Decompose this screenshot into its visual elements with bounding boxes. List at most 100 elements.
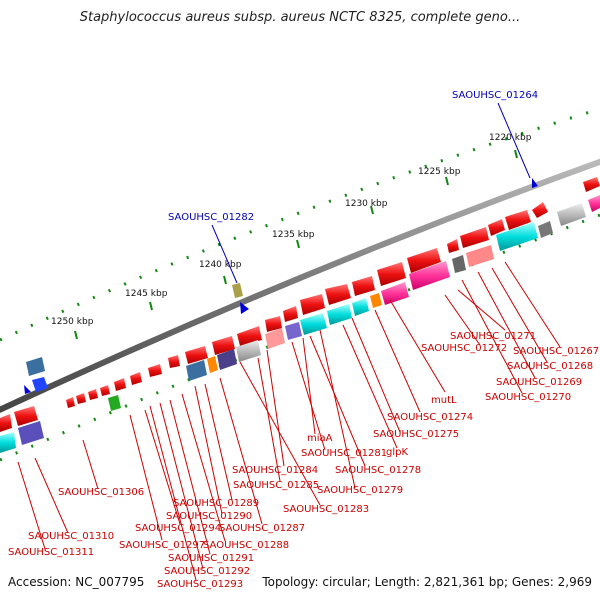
gene-feature[interactable] [32,377,48,392]
rna-feature[interactable] [327,304,352,325]
gene-feature[interactable] [265,316,282,332]
gene-feature[interactable] [18,421,44,445]
gene-feature[interactable] [14,406,38,426]
gene-feature[interactable] [66,397,75,408]
gene-feature[interactable] [100,385,110,396]
gene-label[interactable]: SAOUHSC_01289 [173,498,259,509]
gene-label[interactable]: SAOUHSC_01288 [203,540,289,551]
gene-feature[interactable] [0,414,12,432]
gene-label[interactable]: glpK [386,447,408,458]
reverse-strand-features[interactable] [0,195,600,453]
gene-label[interactable]: SAOUHSC_01310 [28,531,114,542]
gene-label[interactable]: SAOUHSC_01283 [283,504,369,515]
gene-feature[interactable] [377,262,406,286]
leader-line [461,279,523,394]
gene-label[interactable]: SAOUHSC_01268 [507,361,593,372]
gene-feature[interactable] [505,210,531,230]
gene-feature[interactable] [130,372,142,385]
gene-label[interactable]: SAOUHSC_01293 [157,579,243,590]
gene-label[interactable]: SAOUHSC_01290 [166,511,252,522]
leader-line [144,409,181,525]
gene-label[interactable]: SAOUHSC_01311 [8,547,94,558]
gene-label[interactable]: SAOUHSC_01297 [119,540,205,551]
gene-label[interactable]: SAOUHSC_01275 [373,429,459,440]
gene-label[interactable]: SAOUHSC_01292 [164,566,250,577]
leader-line [239,361,321,506]
gene-feature[interactable] [185,346,208,364]
gene-label[interactable]: SAOUHSC_01267 [513,346,599,357]
gene-feature[interactable] [583,177,600,192]
gene-feature[interactable] [217,349,237,370]
gene-label[interactable]: miaA [307,433,333,444]
gene-feature[interactable] [212,336,235,355]
gene-label[interactable]: SAOUHSC_01285 [233,480,319,491]
gene-label[interactable]: SAOUHSC_01279 [317,485,403,496]
leader-line [444,294,481,346]
gene-label[interactable]: SAOUHSC_01291 [168,553,254,564]
gene-feature[interactable] [352,276,375,296]
gene-feature[interactable] [186,360,207,381]
gene-label[interactable]: SAOUHSC_01274 [387,412,473,423]
gene-feature[interactable] [265,328,285,349]
forward-strand-features[interactable] [0,177,600,432]
gene-label[interactable]: SAOUHSC_01269 [496,377,582,388]
misc-features-left[interactable] [24,178,538,394]
callouts[interactable]: SAOUHSC_01264 SAOUHSC_01282 [168,90,538,284]
gene-labels[interactable]: SAOUHSC_01271 SAOUHSC_01272 SAOUHSC_0126… [8,331,599,590]
gene-feature[interactable] [538,221,553,238]
gene-feature[interactable] [168,355,180,368]
gene-feature[interactable] [557,203,586,226]
gene-feature[interactable] [26,357,45,376]
rna-feature[interactable] [496,222,538,251]
gene-feature[interactable] [114,378,126,391]
genome-backbone [0,158,600,413]
pseudo-feature[interactable] [381,282,409,305]
leader-line [266,349,285,467]
leader-line [477,271,536,379]
gene-feature[interactable] [588,195,600,212]
gene-feature[interactable] [76,393,86,404]
arrow-marker-icon [532,178,538,188]
gene-label[interactable]: SAOUHSC_01294 [135,523,221,534]
gene-feature[interactable] [370,293,382,308]
gene-label[interactable]: SAOUHSC_01287 [219,523,305,534]
gene-feature[interactable] [283,306,298,322]
gene-feature[interactable] [108,395,121,411]
gene-feature[interactable] [460,227,489,248]
gene-label[interactable]: mutL [431,395,457,406]
leader-line [374,309,421,413]
misc-feature[interactable] [232,283,243,298]
gene-label[interactable]: SAOUHSC_01270 [485,392,571,403]
gene-feature[interactable] [447,239,459,253]
scale-tick-1225 [445,176,449,186]
leader-line [342,324,398,449]
gene-label[interactable]: SAOUHSC_01284 [232,465,318,476]
callout-label-01264[interactable]: SAOUHSC_01264 [452,90,538,101]
gene-label[interactable]: SAOUHSC_01271 [450,331,536,342]
gene-feature[interactable] [285,322,302,340]
gene-label[interactable]: SAOUHSC_01281 [301,448,387,459]
callout-line [497,102,531,179]
gene-label[interactable]: SAOUHSC_01306 [58,487,144,498]
gene-feature[interactable] [407,248,441,273]
gene-feature[interactable] [207,356,218,373]
pseudo-feature[interactable] [409,261,450,290]
gene-feature[interactable] [452,255,466,273]
gene-feature[interactable] [88,389,98,400]
scale-tick-1220 [514,149,518,159]
rna-feature[interactable] [0,432,16,453]
gene-feature[interactable] [466,245,494,267]
gene-feature[interactable] [300,294,325,315]
gene-feature[interactable] [148,364,162,377]
rna-feature[interactable] [300,313,327,335]
callout-label-01282[interactable]: SAOUHSC_01282 [168,212,254,223]
gene-label[interactable]: SAOUHSC_01278 [335,465,421,476]
gene-feature[interactable] [488,219,505,236]
rna-feature[interactable] [352,298,369,316]
label-leaders [17,261,561,581]
gene-feature[interactable] [532,202,548,218]
gene-feature[interactable] [325,284,351,305]
gene-label[interactable]: SAOUHSC_01272 [421,343,507,354]
gene-feature[interactable] [236,340,261,362]
